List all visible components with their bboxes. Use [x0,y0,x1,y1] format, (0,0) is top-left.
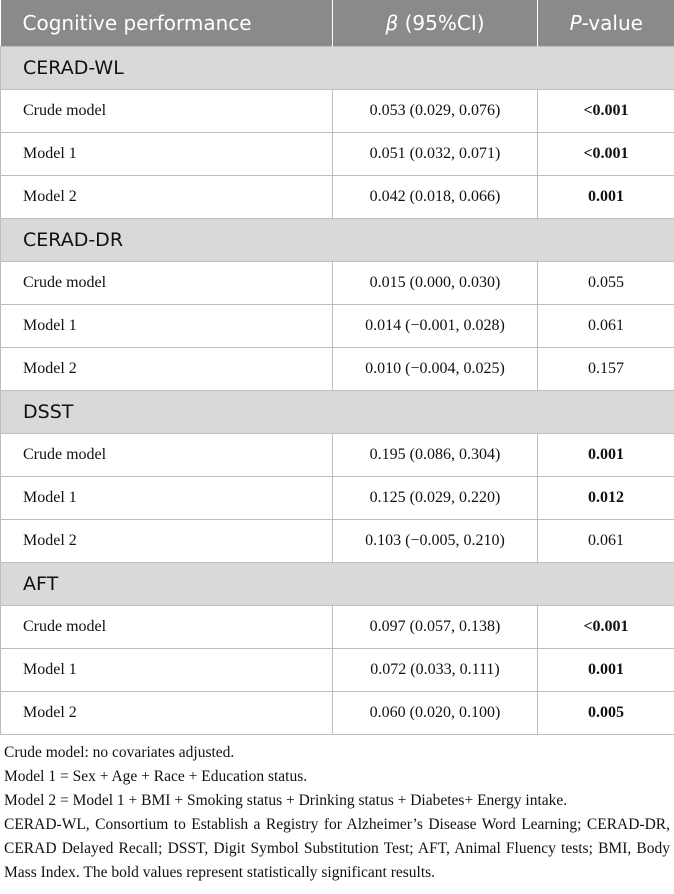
table-body: CERAD-WL Crude model 0.053 (0.029, 0.076) <… [0,46,674,735]
results-table: Cognitive performance β (95%CI) P-value CE… [0,0,674,735]
beta-cell: 0.195 (0.086, 0.304) [332,433,538,477]
group-row: AFT [0,562,674,606]
beta-cell: 0.010 (−0.004, 0.025) [332,347,538,391]
p-value-cell: 0.061 [537,304,674,348]
p-value-cell: 0.157 [537,347,674,391]
data-row: Model 1 0.014 (−0.001, 0.028) 0.061 [0,304,674,348]
p-value-cell: 0.005 [537,691,674,735]
model-cell: Model 1 [0,476,333,520]
group-label: CERAD-WL [0,46,674,90]
beta-cell: 0.097 (0.057, 0.138) [332,605,538,649]
model-cell: Model 2 [0,691,333,735]
header-text: β [385,11,399,35]
data-row: Crude model 0.053 (0.029, 0.076) <0.001 [0,89,674,133]
data-row: Crude model 0.097 (0.057, 0.138) <0.001 [0,605,674,649]
beta-cell: 0.051 (0.032, 0.071) [332,132,538,176]
model-cell: Crude model [0,433,333,477]
footnote: Crude model: no covariates adjusted. [4,744,235,761]
data-row: Crude model 0.195 (0.086, 0.304) 0.001 [0,433,674,477]
p-value-cell: 0.055 [537,261,674,305]
beta-cell: 0.103 (−0.005, 0.210) [332,519,538,563]
group-label: DSST [0,390,674,434]
data-row: Model 2 0.042 (0.018, 0.066) 0.001 [0,175,674,219]
p-value-cell: 0.001 [537,433,674,477]
p-value-cell: 0.001 [537,648,674,692]
beta-cell: 0.042 (0.018, 0.066) [332,175,538,219]
beta-cell: 0.015 (0.000, 0.030) [332,261,538,305]
header-text: P [569,11,582,35]
model-cell: Model 1 [0,132,333,176]
footnote: Model 2 = Model 1 + BMI + Smoking status… [4,792,568,809]
data-row: Model 1 0.125 (0.029, 0.220) 0.012 [0,476,674,520]
beta-cell: 0.053 (0.029, 0.076) [332,89,538,133]
header-cell: Cognitive performance [0,0,333,47]
model-cell: Model 2 [0,519,333,563]
beta-cell: 0.014 (−0.001, 0.028) [332,304,538,348]
model-cell: Model 2 [0,175,333,219]
header-text: -value [581,11,643,35]
header-cell: β (95%CI) [332,0,538,47]
data-row: Model 2 0.103 (−0.005, 0.210) 0.061 [0,519,674,563]
beta-cell: 0.060 (0.020, 0.100) [332,691,538,735]
data-row: Model 1 0.072 (0.033, 0.111) 0.001 [0,648,674,692]
model-cell: Model 1 [0,304,333,348]
data-row: Crude model 0.015 (0.000, 0.030) 0.055 [0,261,674,305]
p-value-cell: 0.061 [537,519,674,563]
footnote: Model 1 = Sex + Age + Race + Education s… [4,768,308,785]
group-row: CERAD-WL [0,46,674,90]
p-value-cell: <0.001 [537,605,674,649]
beta-cell: 0.125 (0.029, 0.220) [332,476,538,520]
header-text: (95%CI) [398,11,485,35]
model-cell: Crude model [0,89,333,133]
group-row: DSST [0,390,674,434]
group-label: CERAD-DR [0,218,674,262]
data-row: Model 1 0.051 (0.032, 0.071) <0.001 [0,132,674,176]
p-value-cell: 0.001 [537,175,674,219]
header-row: Cognitive performance β (95%CI) P-value [0,0,674,47]
p-value-cell: <0.001 [537,132,674,176]
footnote: CERAD-WL, Consortium to Establish a Regi… [4,816,670,881]
model-cell: Crude model [0,605,333,649]
group-label: AFT [0,562,674,606]
data-row: Model 2 0.010 (−0.004, 0.025) 0.157 [0,347,674,391]
model-cell: Crude model [0,261,333,305]
model-cell: Model 1 [0,648,333,692]
p-value-cell: <0.001 [537,89,674,133]
data-row: Model 2 0.060 (0.020, 0.100) 0.005 [0,691,674,735]
header-cell: P-value [537,0,674,47]
footnotes: Crude model: no covariates adjusted. Mode… [0,735,674,885]
beta-cell: 0.072 (0.033, 0.111) [332,648,538,692]
p-value-cell: 0.012 [537,476,674,520]
model-cell: Model 2 [0,347,333,391]
header-text: Cognitive performance [22,11,252,35]
group-row: CERAD-DR [0,218,674,262]
